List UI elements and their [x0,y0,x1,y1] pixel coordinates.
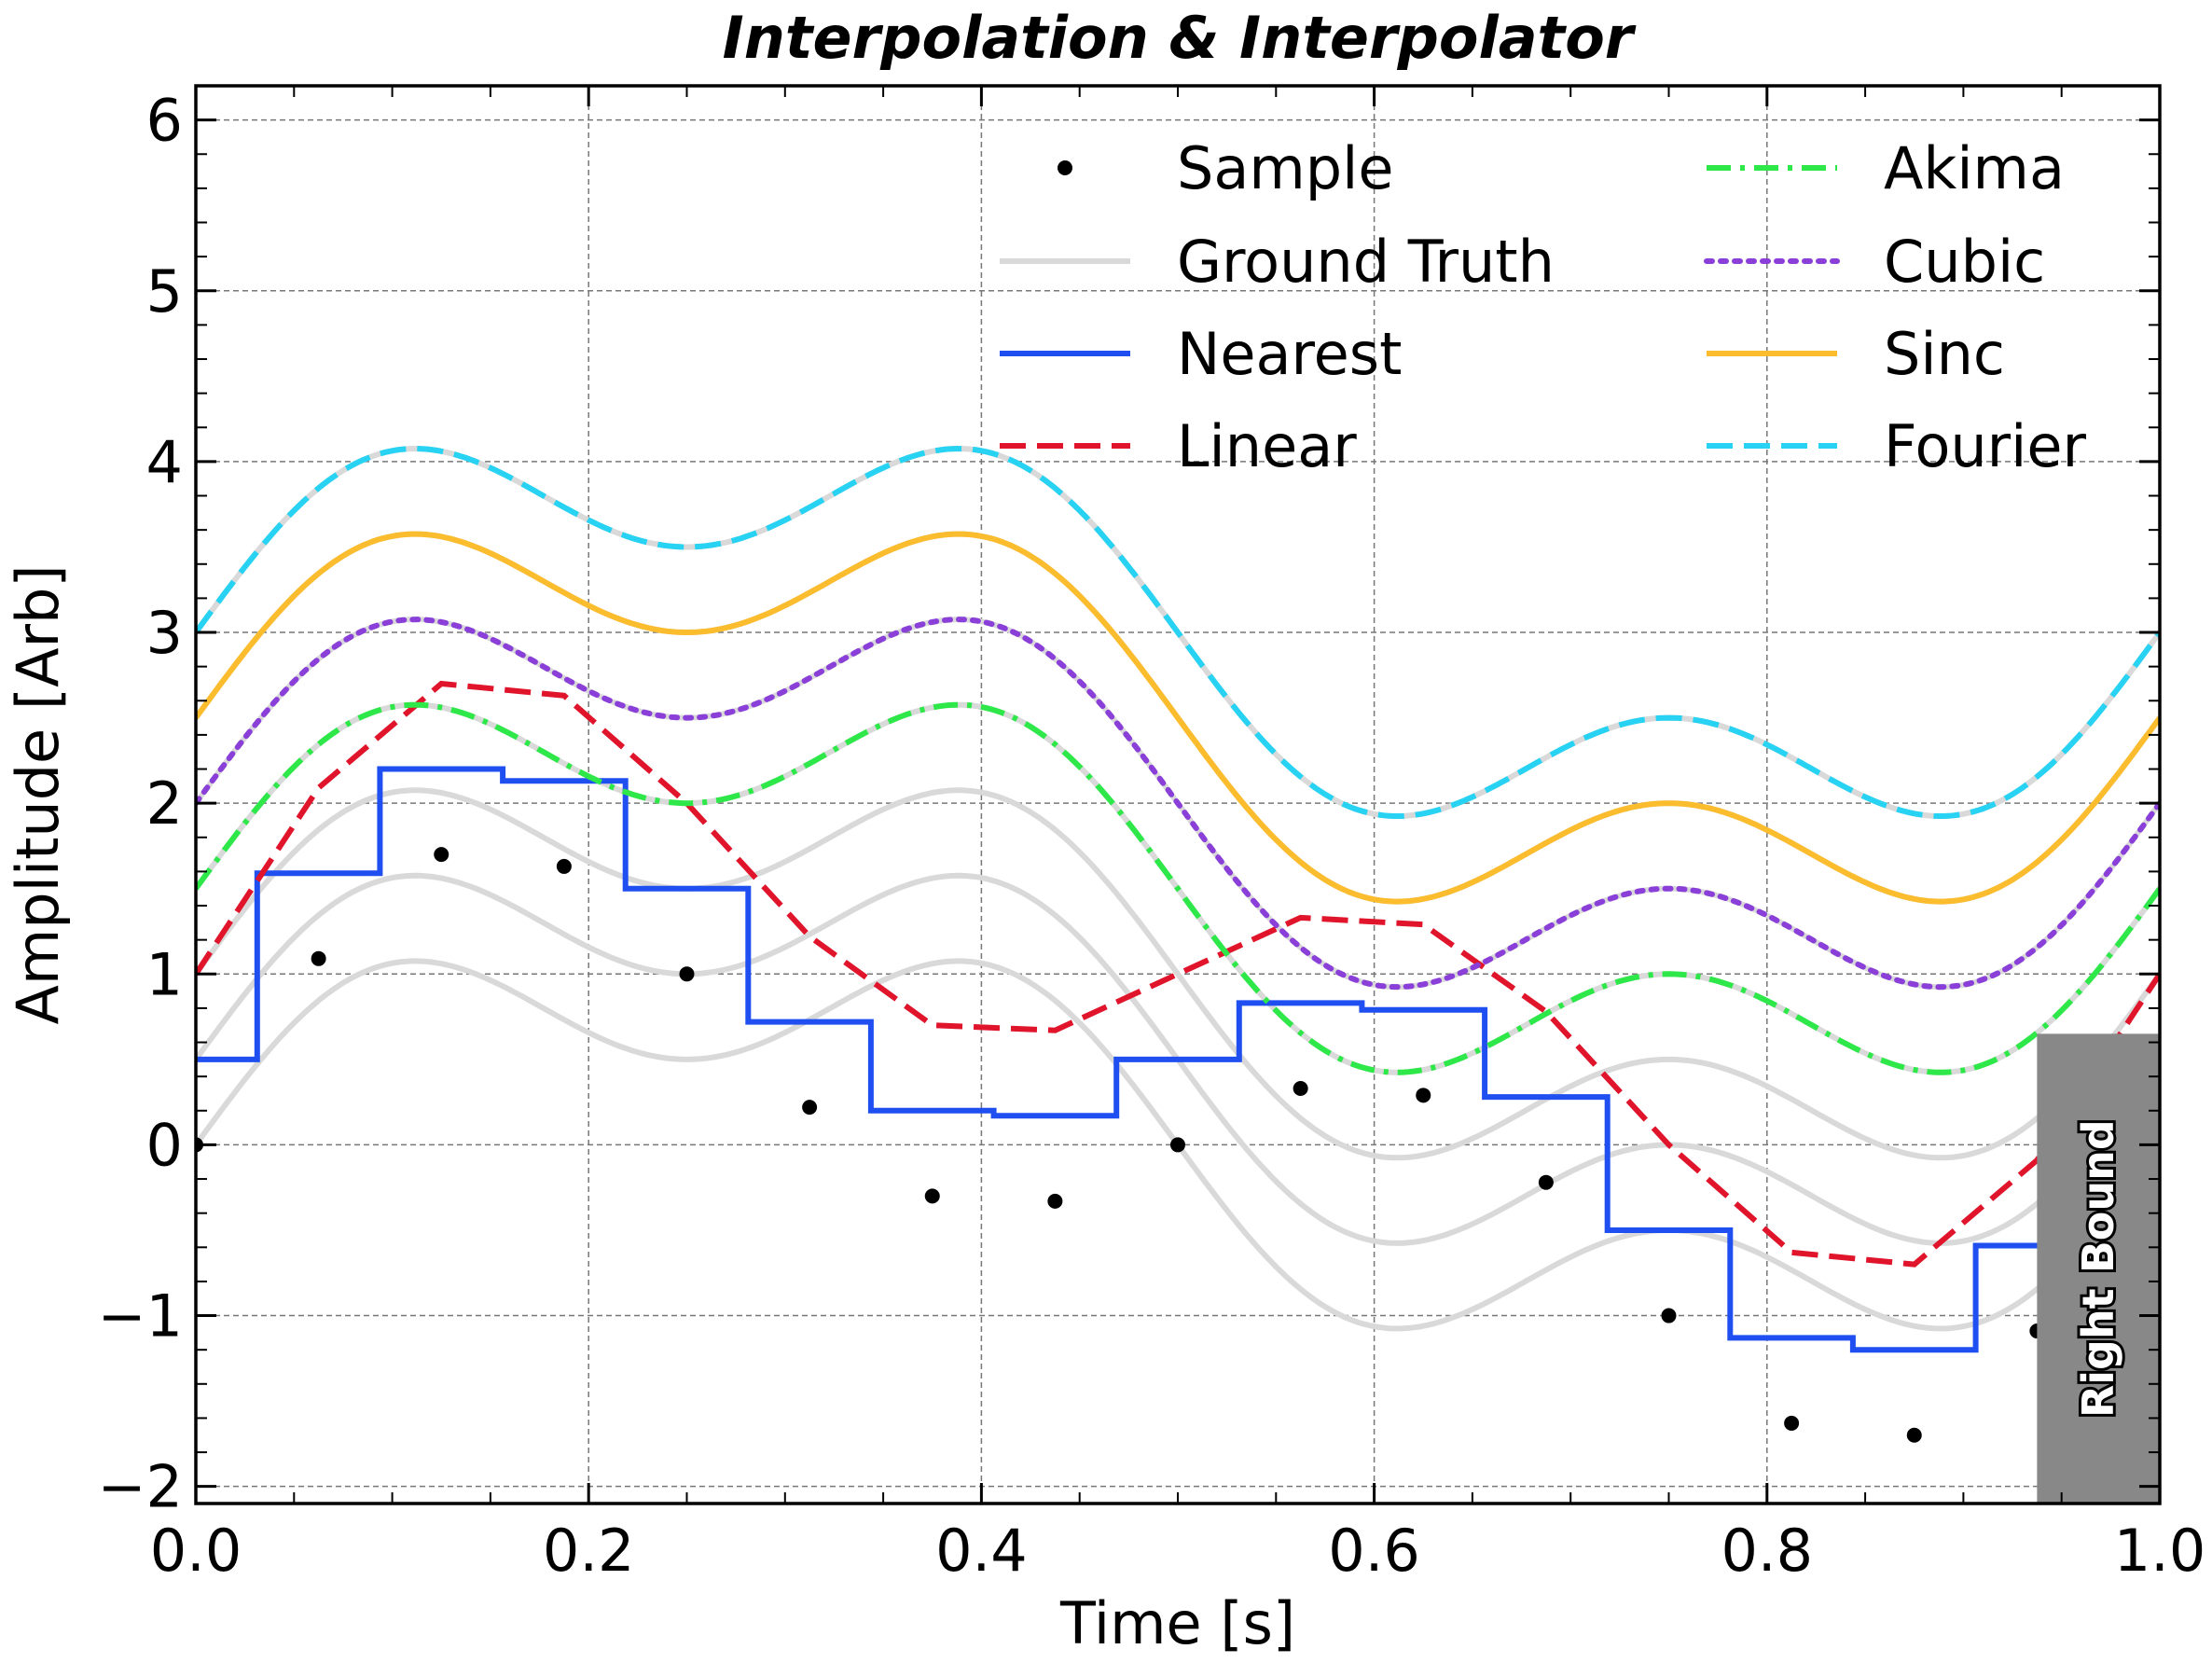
sinc-line [196,531,2160,905]
sample-point [1784,1415,1800,1431]
y-tick-label: 0 [146,1111,183,1179]
sample-point [1170,1137,1185,1153]
legend-label-akima: Akima [1884,134,2065,202]
legend-label-sinc: Sinc [1884,320,2005,388]
y-tick-label: −2 [98,1453,183,1521]
sample-point [1538,1174,1554,1190]
sample-point [311,950,326,966]
y-tick-label: 4 [146,428,183,496]
legend-label-sample: Sample [1177,134,1393,202]
legend-label-ground-truth: Ground Truth [1177,228,1555,296]
right-bound-region [2037,1033,2160,1504]
sample-point [434,847,449,863]
legend: Sample Ground Truth Nearest Linear Akima Cubi… [1000,134,2087,480]
legend-label-cubic: Cubic [1884,228,2045,296]
y-tick-label: 1 [146,940,183,1008]
sample-point [924,1188,940,1204]
x-tick-label: 0.8 [1721,1517,1813,1585]
chart-title: Interpolation & Interpolator [723,4,1637,72]
legend-swatch-sample [1058,160,1072,175]
x-tick-label: 0.0 [150,1517,242,1585]
ground-truth-line [196,787,2160,1161]
fourier-line [196,445,2160,819]
legend-label-fourier: Fourier [1884,412,2087,480]
sample-point [1293,1080,1308,1096]
y-axis-label: Amplitude [Arb] [4,564,72,1024]
axis-ticks [194,85,2162,1504]
right-bound-label: Right Bound [2073,1119,2123,1418]
sample-point [1047,1193,1063,1209]
y-tick-label: 2 [146,769,183,838]
y-tick-label: 6 [146,87,183,155]
x-tick-label: 0.6 [1328,1517,1420,1585]
sample-point [802,1100,818,1116]
y-tick-label: 5 [146,257,183,326]
y-tick-label: 3 [146,599,183,667]
sample-point [679,966,695,982]
y-tick-label: −1 [98,1282,183,1351]
x-axis-label: Time [s] [1059,1589,1295,1657]
sample-point [1416,1088,1431,1103]
series-layer [196,445,2160,1443]
sample-point [1906,1427,1922,1443]
cubic-line [196,617,2160,991]
sample-point [1661,1308,1677,1323]
legend-label-linear: Linear [1177,412,1357,480]
annotation-layer: Right Bound [2037,1033,2160,1504]
x-tick-label: 0.4 [935,1517,1028,1585]
nearest-line [196,766,2099,1353]
akima-line [196,701,2160,1075]
linear-line [196,680,2160,1268]
tick-labels: 0.0 0.2 0.4 0.6 0.8 1.0 −2 −1 0 1 2 3 4 5 6 [98,87,2206,1585]
sample-point [556,858,572,874]
x-tick-label: 1.0 [2114,1517,2206,1585]
legend-label-nearest: Nearest [1177,320,1402,388]
x-tick-label: 0.2 [543,1517,635,1585]
